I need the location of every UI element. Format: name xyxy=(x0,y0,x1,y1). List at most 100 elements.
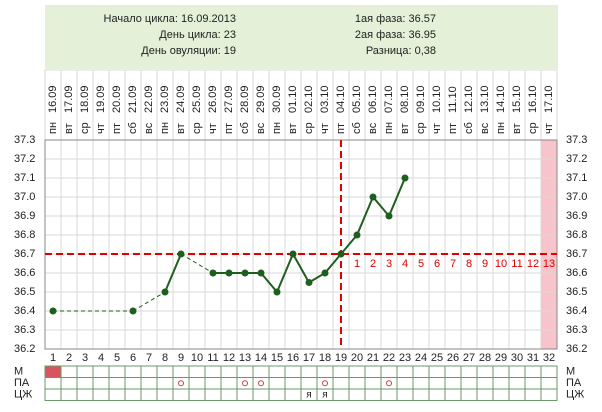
y-tick-label: 37.2 xyxy=(14,153,35,165)
weekday-label: вт xyxy=(287,123,299,134)
weekday-label: вс xyxy=(479,122,491,134)
circle-mark xyxy=(242,380,248,387)
cell xyxy=(508,377,526,390)
info-text: День цикла: 23 xyxy=(159,29,236,41)
cell xyxy=(316,377,334,390)
cell xyxy=(188,388,206,401)
cell xyxy=(396,365,414,378)
cell xyxy=(412,377,430,390)
date-label: 30.09 xyxy=(271,85,283,113)
y-tick-label-right: 36.3 xyxy=(566,324,587,336)
y-tick-label: 36.4 xyxy=(14,305,35,317)
circle-mark xyxy=(386,380,392,387)
point xyxy=(385,212,393,220)
cell xyxy=(444,377,462,390)
date-label: 11.10 xyxy=(447,86,459,113)
y-tick-label: 37.0 xyxy=(14,191,35,203)
x-tick-label: 30 xyxy=(511,352,523,364)
date-label: 05.10 xyxy=(351,85,363,113)
cell xyxy=(396,377,414,390)
gap-connector xyxy=(132,291,166,312)
circle-mark xyxy=(258,380,264,387)
info-text: День овуляции: 19 xyxy=(141,45,236,57)
weekday-label: сб xyxy=(127,122,139,134)
date-label: 29.09 xyxy=(255,85,267,113)
x-tick-label: 20 xyxy=(351,352,363,364)
x-tick-label: 21 xyxy=(367,352,379,364)
weekday-label: чт xyxy=(431,123,443,134)
cell xyxy=(476,365,494,378)
date-label: 18.09 xyxy=(79,85,91,113)
weekday-label: пт xyxy=(335,123,347,134)
date-label: 28.09 xyxy=(239,85,251,113)
cell xyxy=(284,377,302,390)
weekday-label: вт xyxy=(175,123,187,134)
date-label: 15.10 xyxy=(511,85,523,113)
weekday-label: сб xyxy=(351,122,363,134)
cell xyxy=(252,365,270,378)
y-tick-label-right: 36.7 xyxy=(566,248,587,260)
point xyxy=(401,174,409,182)
date-label: 26.09 xyxy=(207,85,219,113)
weekday-label: пн xyxy=(383,122,395,134)
cell xyxy=(332,377,350,390)
cell xyxy=(380,388,398,401)
cell xyxy=(444,388,462,401)
date-label: 07.10 xyxy=(383,85,395,113)
cell xyxy=(460,365,478,378)
weekday-label: вс xyxy=(255,122,267,134)
cell xyxy=(76,388,94,401)
cell xyxy=(524,365,542,378)
cell xyxy=(348,377,366,390)
date-label: 16.10 xyxy=(527,85,539,113)
y-tick-label-right: 37.3 xyxy=(566,134,587,146)
cell xyxy=(300,365,318,378)
cell xyxy=(156,388,174,401)
y-tick-label: 36.3 xyxy=(14,324,35,336)
date-label: 13.10 xyxy=(479,85,491,113)
y-tick-label-right: 37.2 xyxy=(566,153,587,165)
cell xyxy=(348,365,366,378)
weekday-label: вт xyxy=(63,123,75,134)
cell xyxy=(524,388,542,401)
date-label: 21.09 xyxy=(127,85,139,113)
weekday-label: вт xyxy=(399,123,411,134)
y-tick-label: 36.9 xyxy=(14,210,35,222)
row-label: М xyxy=(14,366,23,378)
x-tick-label: 14 xyxy=(255,352,267,364)
cell xyxy=(236,377,254,390)
point xyxy=(257,269,265,277)
x-tick-label: 16 xyxy=(287,352,299,364)
cell xyxy=(172,377,190,390)
y-tick-label-right: 36.9 xyxy=(566,210,587,222)
x-tick-label: 7 xyxy=(146,352,152,364)
cell xyxy=(92,377,110,390)
date-label: 14.10 xyxy=(495,85,507,113)
phase2-day: 2 xyxy=(370,258,376,270)
date-label: 16.09 xyxy=(47,85,59,113)
x-tick-label: 2 xyxy=(66,352,72,364)
x-tick-label: 19 xyxy=(335,352,347,364)
cell xyxy=(60,377,78,390)
y-tick-label-right: 37.0 xyxy=(566,191,587,203)
date-label: 20.09 xyxy=(111,85,123,113)
weekday-label: пн xyxy=(159,122,171,134)
point xyxy=(305,279,313,286)
date-label: 22.09 xyxy=(143,85,155,113)
cell xyxy=(396,388,414,401)
y-tick-label: 36.6 xyxy=(14,267,35,279)
phase2-day: 9 xyxy=(482,258,488,270)
date-label: 06.10 xyxy=(367,85,379,113)
cell xyxy=(412,388,430,401)
date-label: 25.09 xyxy=(191,85,203,113)
cell xyxy=(460,388,478,401)
cell xyxy=(92,388,110,401)
weekday-label: пт xyxy=(223,123,235,134)
cell xyxy=(172,388,190,401)
weekday-label: чт xyxy=(543,123,555,134)
y-tick-label-right: 36.6 xyxy=(566,267,587,279)
row-label-right: ЦЖ xyxy=(566,389,584,401)
point xyxy=(161,288,169,296)
note-label: я xyxy=(322,389,327,400)
info-text: Разница: 0,38 xyxy=(366,45,436,57)
